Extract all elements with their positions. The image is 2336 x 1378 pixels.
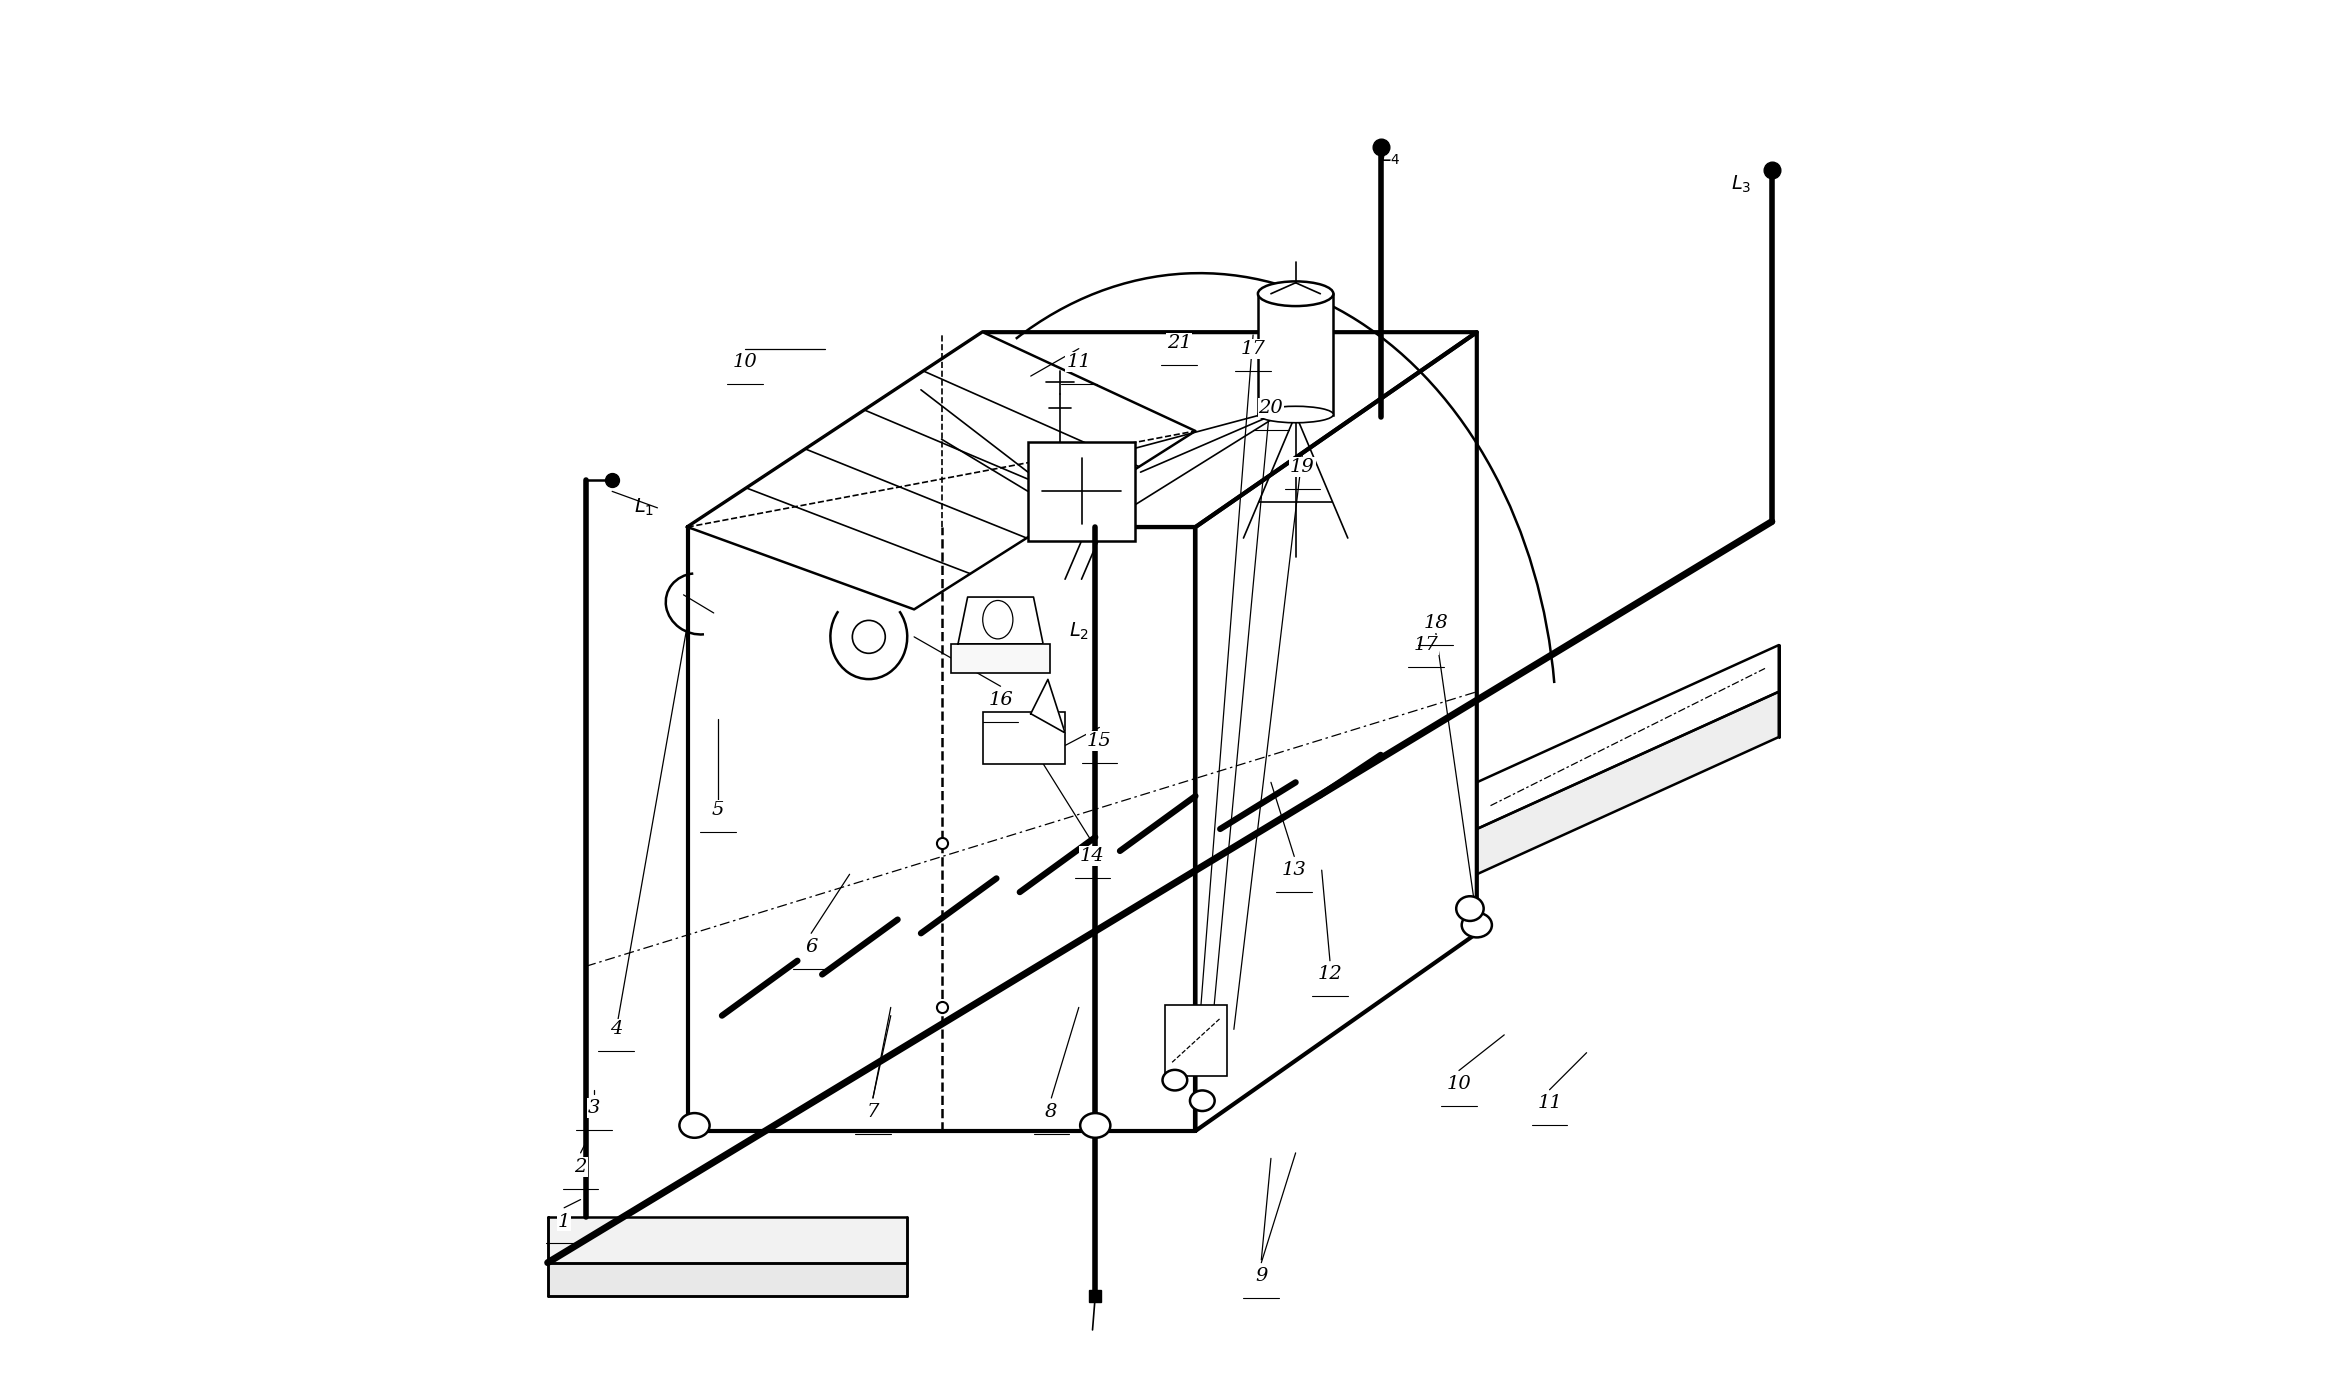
Text: 14: 14	[1079, 847, 1105, 865]
Polygon shape	[1030, 679, 1065, 733]
Text: 21: 21	[1166, 333, 1191, 353]
Bar	[1257, 294, 1334, 415]
Text: 1: 1	[558, 1213, 570, 1231]
Polygon shape	[547, 1262, 906, 1295]
Text: 2: 2	[575, 1158, 586, 1175]
Text: $L_4$: $L_4$	[1381, 146, 1402, 167]
Text: 3: 3	[589, 1098, 600, 1116]
Text: 15: 15	[1086, 732, 1112, 750]
Text: 18: 18	[1423, 615, 1448, 633]
Text: 9: 9	[1254, 1268, 1268, 1286]
Ellipse shape	[1189, 1090, 1215, 1111]
Polygon shape	[687, 526, 1196, 1131]
Text: 8: 8	[1044, 1102, 1058, 1120]
Text: $L_1$: $L_1$	[633, 497, 654, 518]
Polygon shape	[547, 1217, 906, 1262]
Ellipse shape	[1257, 407, 1334, 423]
Ellipse shape	[680, 1113, 710, 1138]
Bar	[1028, 442, 1135, 540]
Bar	[951, 644, 1049, 672]
Bar	[1273, 368, 1318, 384]
Text: 17: 17	[1240, 339, 1266, 358]
Text: 16: 16	[988, 690, 1014, 708]
Text: 6: 6	[806, 938, 818, 956]
Ellipse shape	[1462, 912, 1493, 937]
Ellipse shape	[1257, 281, 1334, 306]
Polygon shape	[1196, 332, 1476, 1131]
Text: 11: 11	[1537, 1094, 1563, 1112]
Polygon shape	[687, 332, 1196, 609]
Polygon shape	[687, 332, 1476, 526]
Polygon shape	[958, 597, 1044, 644]
Bar	[1166, 1005, 1226, 1076]
Bar	[1266, 384, 1327, 415]
Text: 5: 5	[712, 801, 724, 819]
Text: 12: 12	[1318, 966, 1343, 984]
Text: 7: 7	[867, 1102, 878, 1120]
Ellipse shape	[1163, 1069, 1187, 1090]
Text: 20: 20	[1259, 398, 1282, 416]
Ellipse shape	[1079, 1113, 1110, 1138]
Bar	[983, 712, 1065, 765]
Text: 19: 19	[1289, 457, 1315, 475]
Text: 10: 10	[1446, 1075, 1472, 1093]
Text: $L_2$: $L_2$	[1070, 620, 1089, 642]
Polygon shape	[1476, 645, 1778, 830]
Text: 13: 13	[1282, 861, 1306, 879]
Text: 10: 10	[734, 353, 757, 371]
Text: 11: 11	[1068, 353, 1091, 371]
Polygon shape	[1476, 692, 1778, 874]
Text: 4: 4	[610, 1020, 621, 1039]
Text: 17: 17	[1413, 637, 1439, 655]
Ellipse shape	[1455, 896, 1483, 921]
Text: $L_3$: $L_3$	[1731, 174, 1752, 194]
